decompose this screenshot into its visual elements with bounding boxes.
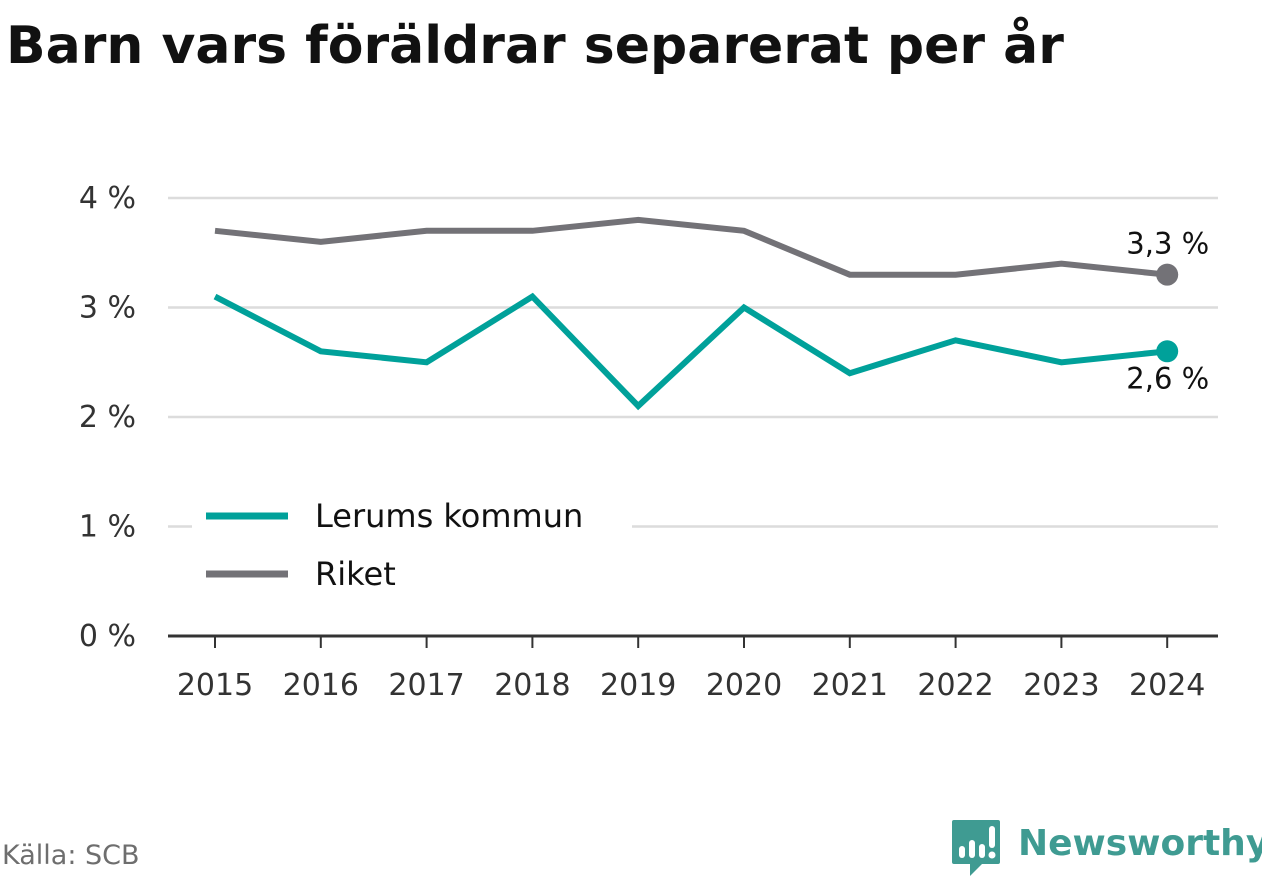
end-value-label: 2,6 % (1126, 361, 1209, 395)
end-point-marker (1156, 340, 1179, 363)
y-tick-label: 1 % (79, 510, 136, 545)
end-value-label: 3,3 % (1126, 227, 1209, 261)
x-tick-label: 2021 (812, 668, 888, 703)
x-tick-label: 2024 (1129, 668, 1205, 703)
y-axis-tick-labels: 0 % 1 % 2 % 3 % 4 % (79, 181, 136, 654)
chart-title: Barn vars föräldrar separerat per år (6, 16, 1064, 76)
x-tick-label: 2018 (494, 668, 570, 703)
series-line (213, 292, 1168, 411)
legend-label: Riket (315, 555, 396, 593)
x-tick-label: 2022 (917, 668, 993, 703)
x-axis-tick-labels: 2015 2016 2017 2018 2019 2020 2021 2022 2023 2024 (177, 668, 1206, 703)
y-tick-label: 3 % (79, 291, 136, 326)
x-tick-label: 2017 (388, 668, 464, 703)
legend: Lerums kommun Riket (192, 484, 632, 594)
series-lines (213, 216, 1179, 411)
brand-logo: Newsworthy (950, 818, 1262, 878)
y-tick-label: 4 % (79, 181, 136, 216)
x-tick-label: 2020 (706, 668, 782, 703)
x-tick-label: 2023 (1023, 668, 1099, 703)
x-axis (168, 634, 1218, 648)
legend-label: Lerums kommun (315, 497, 583, 535)
brand-name: Newsworthy (1018, 822, 1262, 864)
y-tick-label: 0 % (79, 619, 136, 654)
series-line (214, 216, 1168, 278)
end-point-marker (1156, 263, 1179, 286)
x-tick-label: 2015 (177, 668, 253, 703)
source-note: Källa: SCB (2, 840, 140, 871)
x-tick-label: 2016 (283, 668, 359, 703)
end-labels: 2,6 % 3,3 % (1126, 227, 1209, 396)
x-tick-label: 2019 (600, 668, 676, 703)
newsworthy-logo-icon (952, 820, 1000, 876)
y-tick-label: 2 % (79, 400, 136, 435)
